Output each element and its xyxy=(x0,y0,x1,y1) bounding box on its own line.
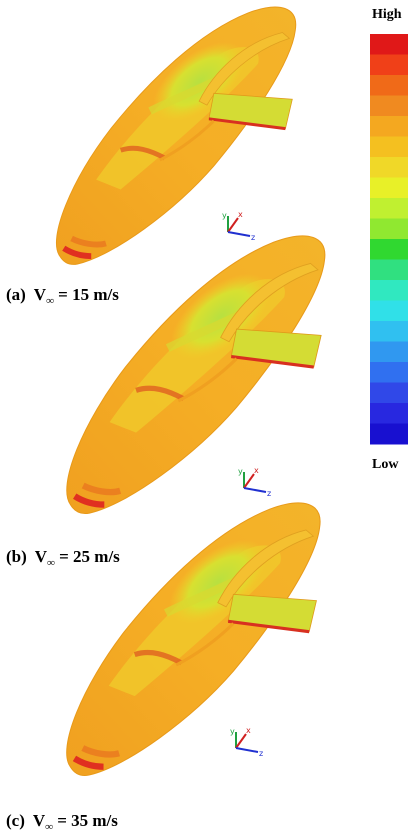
color-stripe xyxy=(370,362,408,383)
axis-z: z xyxy=(251,233,255,242)
aircraft-contour xyxy=(56,7,295,264)
axis-z: z xyxy=(259,749,263,758)
caption-subscript: ∞ xyxy=(45,821,53,833)
axis-triad: y x z xyxy=(230,726,263,758)
color-bar xyxy=(370,34,408,445)
caption-tag: (b) xyxy=(6,547,27,566)
axis-triad: y x z xyxy=(222,210,255,242)
axis-z: z xyxy=(267,489,271,498)
panel-b: y x z (b) V∞ = 25 m/s xyxy=(6,236,325,570)
caption-symbol: V xyxy=(34,285,47,304)
caption-symbol: V xyxy=(33,811,46,830)
color-stripe xyxy=(370,300,408,322)
caption: (b) V∞ = 25 m/s xyxy=(6,547,120,570)
color-stripe xyxy=(370,136,408,158)
color-stripe xyxy=(370,382,408,404)
axis-x: x xyxy=(246,726,251,735)
color-stripe xyxy=(370,259,408,281)
axis-x: x xyxy=(238,210,243,219)
legend-low: Low xyxy=(372,457,399,472)
caption-symbol: V xyxy=(35,547,48,566)
caption-tag: (a) xyxy=(6,285,26,304)
aircraft-contour xyxy=(67,236,325,514)
aircraft-contour xyxy=(67,503,320,776)
caption: (a) V∞ = 15 m/s xyxy=(6,285,119,308)
caption-equation: = 35 m/s xyxy=(57,811,118,830)
color-stripe xyxy=(370,116,408,137)
caption-subscript: ∞ xyxy=(46,295,54,307)
panel-a: y x z (a) V∞ = 15 m/s xyxy=(6,7,296,308)
color-stripe xyxy=(370,54,408,76)
color-stripe xyxy=(370,157,408,178)
caption-equation: = 15 m/s xyxy=(58,285,119,304)
panel-c: y x z (c) V∞ = 35 m/s xyxy=(6,503,320,834)
color-stripe xyxy=(370,177,408,199)
axis-triad: y x z xyxy=(238,466,271,498)
color-stripe xyxy=(370,341,408,363)
color-stripe xyxy=(370,403,408,424)
color-stripe xyxy=(370,198,408,219)
caption-tag: (c) xyxy=(6,811,25,830)
caption: (c) V∞ = 35 m/s xyxy=(6,811,118,834)
axis-x: x xyxy=(254,466,259,475)
color-stripe xyxy=(370,280,408,301)
color-stripe xyxy=(370,34,408,55)
color-stripe xyxy=(370,95,408,117)
axis-y: y xyxy=(222,211,227,220)
color-stripe xyxy=(370,218,408,240)
color-stripe xyxy=(370,75,408,96)
color-stripe xyxy=(370,423,408,445)
caption-subscript: ∞ xyxy=(47,557,55,569)
color-stripe xyxy=(370,239,408,260)
axis-y: y xyxy=(230,727,235,736)
color-legend: High Low xyxy=(370,7,408,472)
axis-y: y xyxy=(238,467,243,476)
legend-high: High xyxy=(372,7,402,22)
color-stripe xyxy=(370,321,408,342)
caption-equation: = 25 m/s xyxy=(59,547,120,566)
